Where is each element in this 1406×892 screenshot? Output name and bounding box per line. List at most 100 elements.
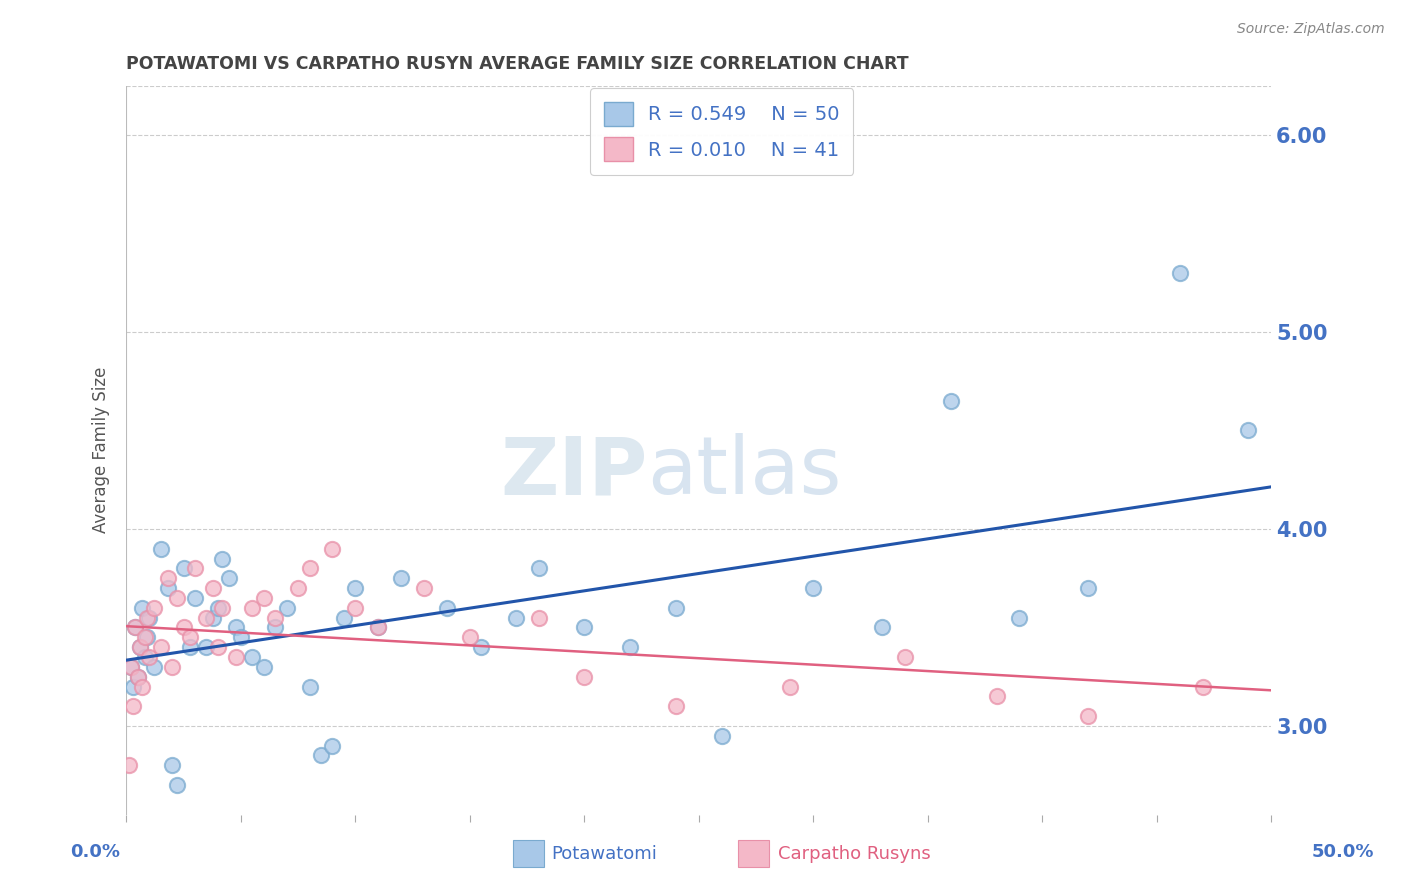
Point (149, 541, 172, 556)
Point (298, 680, 321, 694)
Point (195, 610, 218, 624)
Point (218, 571, 240, 585)
Point (124, 620, 146, 634)
Point (202, 581, 225, 595)
Point (505, 610, 527, 624)
Point (207, 600, 229, 615)
Point (149, 640, 172, 654)
Point (211, 551, 233, 566)
Point (229, 630, 252, 644)
Point (135, 610, 157, 624)
Point (939, 393, 962, 408)
Point (207, 640, 229, 654)
Point (264, 610, 287, 624)
Point (470, 640, 492, 654)
Point (225, 620, 247, 634)
Point (527, 610, 550, 624)
Point (138, 610, 160, 624)
Point (1008, 610, 1031, 624)
Point (986, 690, 1008, 704)
Point (264, 620, 287, 634)
Point (574, 620, 596, 634)
Point (156, 581, 179, 595)
Point (131, 600, 153, 615)
Point (160, 758, 183, 772)
Point (134, 650, 156, 665)
Point (253, 660, 276, 674)
Point (367, 620, 389, 634)
Point (253, 591, 276, 605)
Point (202, 610, 225, 624)
Point (173, 620, 195, 634)
Point (436, 600, 458, 615)
Point (129, 640, 152, 654)
Point (156, 571, 179, 585)
Text: POTAWATOMI VS CARPATHO RUSYN AVERAGE FAMILY SIZE CORRELATION CHART: POTAWATOMI VS CARPATHO RUSYN AVERAGE FAM… (127, 55, 908, 73)
Point (240, 600, 263, 615)
Point (131, 680, 153, 694)
Point (122, 699, 145, 714)
Point (321, 541, 343, 556)
Point (117, 758, 139, 772)
Point (240, 650, 263, 665)
Text: Source: ZipAtlas.com: Source: ZipAtlas.com (1237, 22, 1385, 37)
Point (298, 561, 321, 575)
Point (344, 581, 367, 595)
Point (321, 739, 343, 753)
Point (120, 660, 142, 674)
Point (367, 620, 389, 634)
Text: atlas: atlas (647, 433, 842, 511)
Point (801, 581, 824, 595)
Point (619, 640, 641, 654)
Legend: R = 0.549    N = 50, R = 0.010    N = 41: R = 0.549 N = 50, R = 0.010 N = 41 (591, 88, 853, 175)
Point (142, 600, 165, 615)
Point (1191, 680, 1213, 694)
Point (127, 670, 149, 684)
Point (894, 650, 917, 665)
Point (120, 660, 142, 674)
Point (710, 729, 733, 743)
Point (458, 630, 481, 644)
Point (129, 640, 152, 654)
Point (166, 778, 188, 792)
Point (574, 670, 596, 684)
Point (527, 561, 550, 575)
Point (389, 571, 412, 585)
Point (142, 660, 165, 674)
Point (333, 610, 356, 624)
Point (184, 561, 207, 575)
Point (1077, 709, 1099, 723)
Point (179, 640, 201, 654)
Point (779, 680, 801, 694)
Point (160, 660, 183, 674)
Point (122, 680, 145, 694)
Point (211, 600, 233, 615)
Text: 0.0%: 0.0% (70, 843, 121, 861)
Point (127, 670, 149, 684)
Point (287, 581, 309, 595)
Point (665, 600, 688, 615)
Text: Potawatomi: Potawatomi (551, 845, 657, 863)
Text: Carpatho Rusyns: Carpatho Rusyns (778, 845, 931, 863)
Point (179, 630, 201, 644)
Point (344, 600, 367, 615)
Point (134, 630, 156, 644)
Point (309, 748, 332, 763)
Point (166, 591, 188, 605)
Point (138, 650, 160, 665)
Point (1168, 266, 1191, 280)
Point (413, 581, 436, 595)
Point (1237, 424, 1260, 438)
Point (184, 591, 207, 605)
Point (276, 600, 298, 615)
Y-axis label: Average Family Size: Average Family Size (93, 367, 110, 533)
Text: ZIP: ZIP (501, 433, 647, 511)
Point (195, 640, 218, 654)
Point (1077, 581, 1099, 595)
Point (135, 630, 157, 644)
Point (124, 620, 146, 634)
Point (665, 699, 688, 714)
Text: 50.0%: 50.0% (1312, 843, 1374, 861)
Point (225, 650, 247, 665)
Point (173, 561, 195, 575)
